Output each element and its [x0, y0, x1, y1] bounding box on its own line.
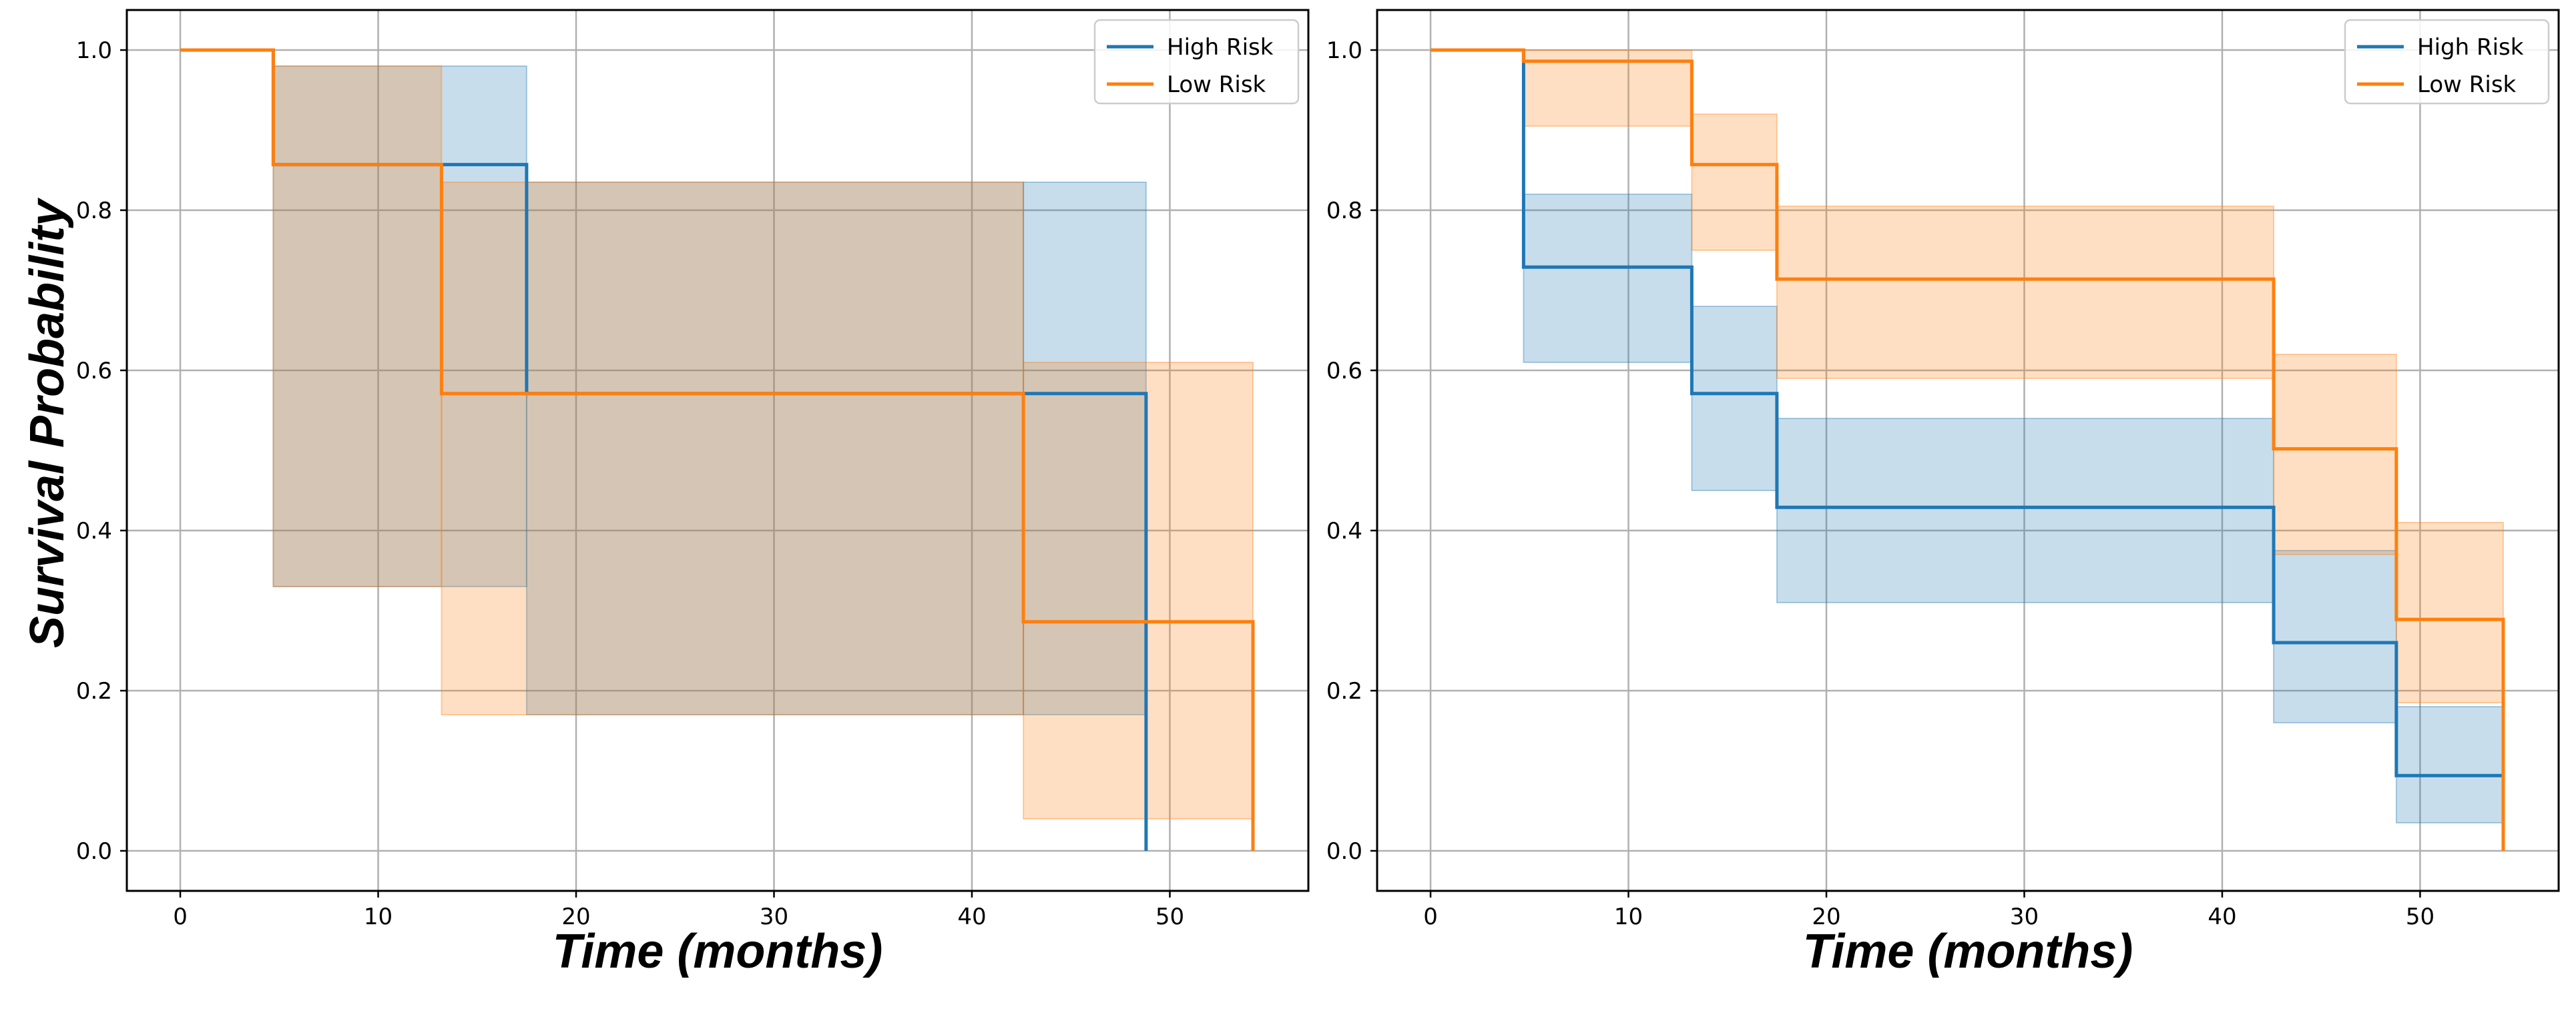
- x-tick-label: 10: [364, 904, 393, 930]
- high-risk-ci-band: [2273, 550, 2397, 723]
- high-risk-ci-band: [1776, 418, 2275, 603]
- y-tick-label: 0.4: [1326, 518, 1362, 545]
- y-tick-label: 1.0: [76, 37, 112, 64]
- y-tick-label: 0.8: [1326, 198, 1362, 224]
- high-risk-ci-band: [1691, 306, 1778, 491]
- x-tick-label: 10: [1614, 904, 1643, 930]
- x-axis-label: Time (months): [553, 925, 883, 978]
- low-risk-ci-band: [441, 182, 1025, 715]
- high-risk-ci-band: [1023, 182, 1147, 715]
- y-tick-label: 0.0: [1326, 838, 1362, 865]
- low-risk-ci-band: [1691, 113, 1778, 251]
- high-risk-ci-band: [272, 65, 527, 587]
- high-risk-legend-label: High Risk: [2417, 34, 2524, 61]
- x-tick-label: 20: [1812, 904, 1840, 930]
- y-axis-label: Survival Probability: [21, 197, 74, 648]
- y-tick-label: 0.6: [76, 358, 112, 384]
- x-tick-label: 30: [760, 904, 788, 930]
- x-tick-label: 50: [1155, 904, 1184, 930]
- y-tick-label: 1.0: [1326, 37, 1362, 64]
- y-tick-label: 0.4: [76, 518, 112, 545]
- low-risk-survival-line: [1431, 48, 2505, 851]
- axes-frame: [1376, 9, 2560, 892]
- low-risk-ci-band: [272, 65, 443, 587]
- x-tick-label: 40: [2208, 904, 2236, 930]
- high-risk-legend-label: High Risk: [1167, 34, 1274, 61]
- x-tick-label: 0: [1423, 904, 1438, 930]
- y-tick-label: 0.0: [76, 838, 112, 865]
- y-tick-label: 0.8: [76, 198, 112, 224]
- right-survival-panel: 0 10 20 30 40 50 0.0 0.2 0.4 0.6 0.8 1.0 Time (month…: [1326, 9, 2560, 978]
- x-axis-label: Time (months): [1803, 925, 2133, 978]
- high-risk-ci-band: [525, 182, 1025, 715]
- low-risk-ci-band: [1023, 362, 1254, 819]
- y-tick-label: 0.6: [1326, 358, 1362, 384]
- y-tick-label: 0.2: [1326, 678, 1362, 705]
- low-risk-survival-line: [180, 48, 1255, 851]
- low-risk-legend-label: Low Risk: [2417, 71, 2517, 98]
- low-risk-ci-band: [1776, 206, 2275, 379]
- y-tick-label: 0.2: [76, 678, 112, 705]
- high-risk-ci-band: [1523, 194, 1693, 363]
- low-risk-legend-label: Low Risk: [1167, 71, 1266, 98]
- x-tick-label: 50: [2406, 904, 2434, 930]
- low-risk-ci-band: [2273, 354, 2397, 555]
- low-risk-ci-band: [2395, 522, 2504, 703]
- x-tick-label: 0: [173, 904, 188, 930]
- high-risk-ci-band: [2395, 706, 2504, 823]
- high-risk-survival-line: [1431, 48, 2505, 851]
- left-survival-panel: 0 10 20 30 40 50 0.0 0.2 0.4 0.6 0.8 1.0 Time (month…: [21, 9, 1310, 978]
- x-tick-label: 30: [2010, 904, 2039, 930]
- legend: High Risk Low Risk: [1093, 19, 1300, 105]
- x-tick-label: 40: [957, 904, 986, 930]
- x-tick-label: 20: [561, 904, 590, 930]
- legend: High Risk Low Risk: [2344, 19, 2550, 105]
- axes-frame: [125, 9, 1310, 892]
